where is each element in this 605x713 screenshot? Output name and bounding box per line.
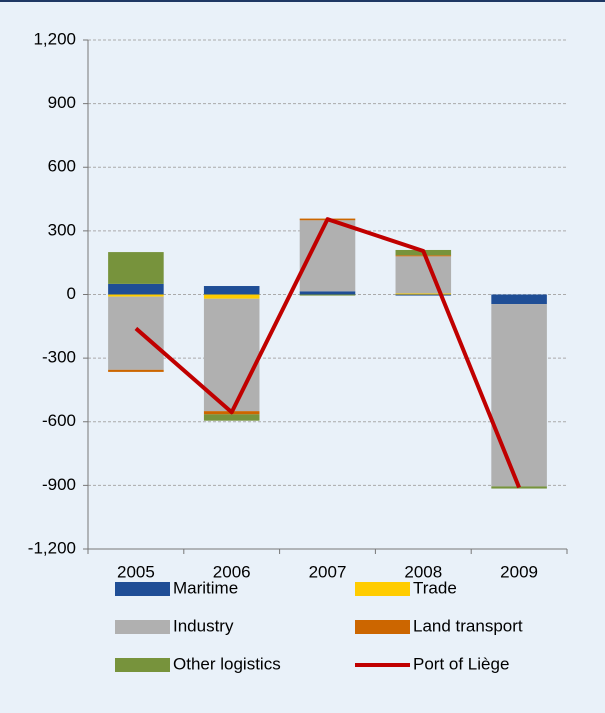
legend-swatch xyxy=(355,582,410,596)
y-tick-label: 1,200 xyxy=(33,29,76,48)
y-tick-label: -300 xyxy=(42,348,76,367)
bar xyxy=(395,294,452,296)
bar xyxy=(108,296,164,370)
x-tick-label: 2007 xyxy=(309,562,347,581)
bar xyxy=(203,286,260,295)
y-tick-label: 300 xyxy=(48,220,76,239)
bar xyxy=(491,304,547,487)
y-tick-label: 600 xyxy=(48,157,76,176)
legend-swatch xyxy=(115,658,170,672)
y-tick-label: 900 xyxy=(48,93,76,112)
y-tick-label: -900 xyxy=(42,475,76,494)
bar xyxy=(108,252,164,284)
bar xyxy=(491,294,547,305)
bar xyxy=(299,294,356,296)
legend-label: Trade xyxy=(413,578,457,597)
bar xyxy=(299,291,356,295)
x-tick-label: 2008 xyxy=(404,562,442,581)
y-tick-label: -600 xyxy=(42,411,76,430)
bar xyxy=(203,294,260,299)
bar xyxy=(203,414,260,421)
y-tick-label: -1,200 xyxy=(28,538,76,557)
bar xyxy=(395,256,452,294)
legend-swatch xyxy=(355,620,410,634)
line xyxy=(134,217,521,489)
legend-label: Maritime xyxy=(173,578,238,597)
top-border xyxy=(0,0,605,2)
x-tick-label: 2005 xyxy=(117,562,155,581)
legend-label: Port of Liège xyxy=(413,654,509,673)
legend-label: Other logistics xyxy=(173,654,281,673)
legend-swatch xyxy=(115,620,170,634)
y-tick-label: 0 xyxy=(67,284,76,303)
legend-swatch xyxy=(115,582,170,596)
bar xyxy=(491,486,547,489)
legend-label: Land transport xyxy=(413,616,523,635)
bar xyxy=(108,283,164,295)
x-tick-label: 2006 xyxy=(213,562,251,581)
bar xyxy=(108,369,164,372)
bar xyxy=(203,298,260,412)
bar xyxy=(395,293,452,295)
bar xyxy=(108,294,164,297)
legend-label: Industry xyxy=(173,616,234,635)
x-tick-label: 2009 xyxy=(500,562,538,581)
